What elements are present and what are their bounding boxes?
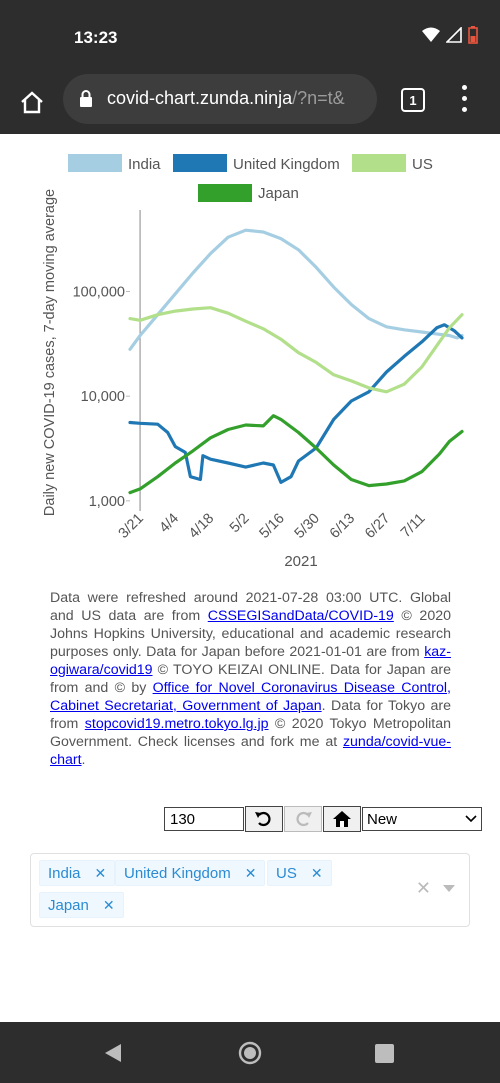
clear-all-icon[interactable]: ✕ <box>415 878 431 898</box>
mode-select-value: New <box>367 810 398 828</box>
x-tick-label: 5/30 <box>292 511 323 542</box>
country-tag-label: India <box>48 864 81 882</box>
url-path: /?n=t& <box>292 88 345 108</box>
status-bar: 13:23 <box>0 0 500 72</box>
link-csse[interactable]: CSSEGISandData/COVID-19 <box>207 608 394 624</box>
credits-text: © 2020 Tokyo Metropolitan Government. Ch… <box>50 716 451 750</box>
redo-button[interactable] <box>284 806 322 832</box>
y-tick-label: 10,000 <box>81 389 125 405</box>
chart-lines <box>128 228 464 495</box>
menu-dot-icon <box>462 96 467 101</box>
wifi-icon <box>422 27 440 42</box>
chart-legend: India United Kingdom US Japan <box>68 154 433 202</box>
redo-icon <box>296 811 312 827</box>
browser-toolbar: covid-chart.zunda.ninja/?n=t& 1 <box>0 72 500 134</box>
legend-label: United Kingdom <box>233 156 340 173</box>
remove-tag-icon[interactable]: ✕ <box>244 864 257 881</box>
credits-text: . <box>81 752 86 768</box>
y-tick-label: 1,000 <box>89 494 125 510</box>
undo-button[interactable] <box>245 806 283 832</box>
x-axis-label: 2021 <box>284 553 317 570</box>
home-circle-icon[interactable] <box>238 1041 262 1065</box>
y-tick-label: 100,000 <box>73 284 125 300</box>
mode-select[interactable]: New <box>362 807 482 831</box>
credits-text: © TOYO KEIZAI ONLINE. Data for Japan are… <box>50 662 451 696</box>
country-tag-label: US <box>276 864 297 882</box>
credits-text: . Data for Tokyo are from <box>50 698 451 732</box>
series-line-united-kingdom <box>128 323 464 484</box>
country-tag-japan: Japan ✕ <box>39 892 124 918</box>
remove-tag-icon[interactable]: ✕ <box>102 896 115 913</box>
country-tag-label: Japan <box>48 896 89 914</box>
chevron-down-icon <box>465 815 477 823</box>
url-bar[interactable]: covid-chart.zunda.ninja/?n=t& <box>63 74 377 124</box>
remove-tag-icon[interactable]: ✕ <box>310 864 323 881</box>
credits-text: Data were refreshed around 2021-07-28 03… <box>50 590 451 624</box>
days-input[interactable] <box>164 807 244 831</box>
x-tick-label: 5/16 <box>256 511 287 542</box>
link-covid-vue-chart[interactable]: zunda/covid-vue-chart <box>50 734 451 768</box>
country-tag-us: US ✕ <box>267 860 332 886</box>
url-domain: covid-chart.zunda.ninja <box>107 88 293 108</box>
chart-axes: 1,000 10,000 100,000 3/21 4/4 4/18 5/2 5/16 5/30… <box>42 189 429 570</box>
signal-icon <box>446 27 462 43</box>
recents-icon[interactable] <box>375 1044 394 1063</box>
country-tag-label: United Kingdom <box>124 864 231 882</box>
battery-icon <box>468 26 478 44</box>
data-credits: Data were refreshed around 2021-07-28 03… <box>50 589 451 769</box>
series-line-india <box>128 228 464 351</box>
x-tick-label: 5/2 <box>227 511 253 537</box>
x-tick-label: 6/13 <box>327 511 358 542</box>
legend-label: India <box>128 156 161 173</box>
menu-dot-icon <box>462 107 467 112</box>
credits-text: © 2020 Johns Hopkins University, educati… <box>50 608 451 660</box>
remove-tag-icon[interactable]: ✕ <box>94 864 107 881</box>
home-icon <box>333 811 351 827</box>
legend-swatch <box>198 184 252 202</box>
dropdown-arrow-icon[interactable] <box>443 885 455 892</box>
status-time: 13:23 <box>74 28 118 47</box>
x-tick-label: 3/21 <box>116 511 147 542</box>
android-nav-bar <box>0 1022 500 1083</box>
link-stopcovid19-tokyo[interactable]: stopcovid19.metro.tokyo.lg.jp <box>84 716 269 732</box>
lock-icon <box>80 90 92 107</box>
covid-chart: India United Kingdom US Japan 1,000 10,000 10… <box>42 154 464 570</box>
country-multiselect[interactable]: India ✕ United Kingdom ✕ US ✕ Japan ✕ ✕ <box>30 853 470 927</box>
x-tick-label: 4/18 <box>186 511 217 542</box>
home-button[interactable] <box>14 84 50 120</box>
series-line-japan <box>128 414 464 495</box>
tab-switcher-button[interactable]: 1 <box>401 88 425 112</box>
link-office-novel-coronavirus[interactable]: Office for Novel Coronavirus Disease Con… <box>50 680 451 714</box>
tab-count: 1 <box>409 92 417 108</box>
reset-home-button[interactable] <box>323 806 361 832</box>
legend-swatch <box>68 154 122 172</box>
series-line-us <box>128 306 464 394</box>
x-tick-label: 4/4 <box>157 511 183 537</box>
country-tag-india: India ✕ <box>39 860 116 886</box>
country-tag-united-kingdom: United Kingdom ✕ <box>115 860 266 886</box>
menu-dot-icon <box>462 85 467 90</box>
link-kaz-ogiwara[interactable]: kaz-ogiwara/covid19 <box>50 644 451 678</box>
home-icon <box>21 91 43 114</box>
url-text: covid-chart.zunda.ninja/?n=t& <box>107 88 345 109</box>
menu-button[interactable] <box>454 85 474 113</box>
x-tick-label: 7/11 <box>398 511 429 542</box>
y-axis-label: Daily new COVID-19 cases, 7-day moving a… <box>42 189 58 516</box>
chart-controls: New <box>164 806 482 832</box>
legend-swatch <box>173 154 227 172</box>
legend-label: US <box>412 156 433 173</box>
legend-swatch <box>352 154 406 172</box>
undo-icon <box>255 811 271 827</box>
status-icons <box>422 26 478 44</box>
x-tick-label: 6/27 <box>362 511 393 542</box>
back-icon[interactable] <box>104 1043 122 1063</box>
legend-label: Japan <box>258 185 299 202</box>
